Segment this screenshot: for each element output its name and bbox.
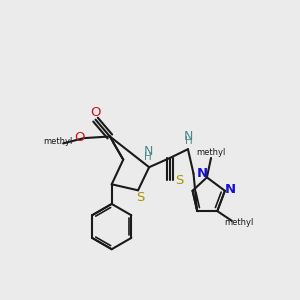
Text: S: S <box>175 174 183 187</box>
Text: H: H <box>144 152 152 162</box>
Text: methyl: methyl <box>196 148 226 158</box>
Text: methyl: methyl <box>44 137 73 146</box>
Text: N: N <box>184 130 193 143</box>
Text: H: H <box>185 136 193 146</box>
Text: N: N <box>197 167 208 180</box>
Text: O: O <box>90 106 101 119</box>
Text: methyl: methyl <box>224 218 254 227</box>
Text: S: S <box>136 191 144 204</box>
Text: N: N <box>225 183 236 196</box>
Text: O: O <box>75 131 85 144</box>
Text: N: N <box>143 146 153 158</box>
